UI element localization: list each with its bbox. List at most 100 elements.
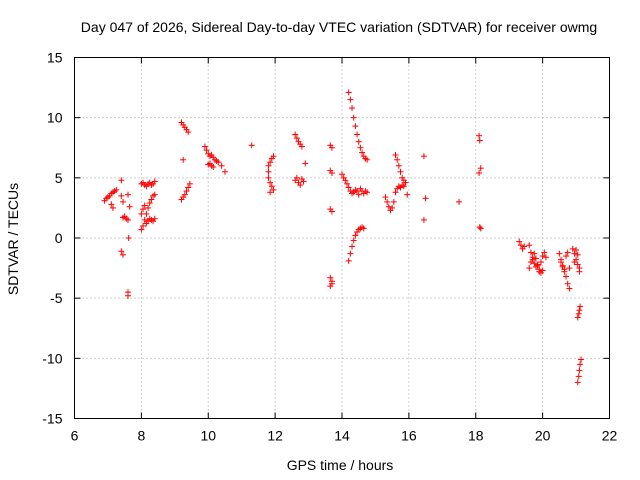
data-point [183,188,190,195]
data-point [477,165,484,172]
data-point [575,373,582,380]
data-point [268,183,275,190]
data-point [328,280,335,287]
data-point [185,129,192,136]
data-point [574,314,581,321]
x-tick-label: 14 [334,428,350,444]
data-point [563,253,570,260]
data-point [566,265,573,272]
data-point [267,179,274,186]
data-point [180,156,187,163]
data-point [352,123,359,130]
data-point [571,259,578,266]
y-tick-label: -5 [50,290,63,306]
x-tick-label: 18 [468,428,484,444]
data-point [151,215,158,222]
data-point [181,191,188,198]
data-point [350,237,357,244]
data-point [575,310,582,317]
data-point [355,138,362,145]
data-point [328,208,335,215]
data-point [347,96,354,103]
data-point [118,177,125,184]
data-point [420,153,427,160]
data-point [359,149,366,156]
x-tick-label: 16 [401,428,417,444]
data-point [345,89,352,96]
data-point [293,174,300,181]
data-point [542,254,549,261]
data-point [576,307,583,314]
data-point [339,171,345,178]
data-point [349,105,356,112]
data-point [531,260,538,267]
data-point [141,202,148,209]
data-point [576,367,583,374]
data-point [201,143,208,150]
x-tick-label: 10 [200,428,216,444]
data-point [345,257,352,264]
data-point [344,180,351,187]
data-point [382,194,389,201]
data-points [101,89,585,386]
data-point [126,203,133,210]
data-point [140,206,147,213]
data-point [558,259,565,266]
data-point [578,356,585,363]
data-point [574,261,581,268]
data-point [248,142,255,149]
data-point [297,182,304,189]
data-point [541,249,548,256]
data-point [118,248,125,255]
data-point [352,232,359,239]
data-point [400,183,407,190]
data-point [526,242,533,249]
data-point [138,226,145,233]
data-point [141,216,148,223]
data-point [270,186,277,193]
y-tick-label: 5 [55,170,63,186]
data-point [218,162,225,169]
data-point [574,379,581,386]
data-point [357,144,364,151]
data-point [138,210,145,217]
data-point [328,170,335,177]
y-tick-label: 15 [47,50,63,66]
x-tick-label: 8 [137,428,145,444]
data-point [119,198,126,205]
y-tick-label: -15 [42,411,62,427]
data-point [298,143,305,150]
data-point [420,216,427,223]
data-point [360,225,367,232]
data-point [529,254,536,261]
data-point [422,195,429,202]
data-point [476,224,483,231]
data-point [350,114,357,121]
data-point [534,262,541,269]
data-point [573,247,580,254]
data-point [384,198,391,205]
data-point [566,285,573,292]
x-axis-label: GPS time / hours [287,457,394,473]
data-point [564,249,571,256]
x-tick-label: 12 [267,428,283,444]
data-point [118,192,125,199]
data-point [113,186,120,193]
data-point [556,250,563,257]
data-point [364,189,371,196]
data-point [400,177,407,184]
data-point [109,204,116,211]
data-point [267,159,274,166]
data-point [364,156,371,163]
data-point [456,198,463,205]
data-point [148,196,155,203]
data-point [561,266,568,273]
y-axis-label: SDTVAR / TECUs [5,183,21,295]
data-point [354,188,361,195]
data-point [125,235,132,241]
data-point [531,250,538,257]
data-point [185,184,192,191]
data-point [151,178,158,185]
data-point [476,170,483,177]
data-point [302,160,309,167]
